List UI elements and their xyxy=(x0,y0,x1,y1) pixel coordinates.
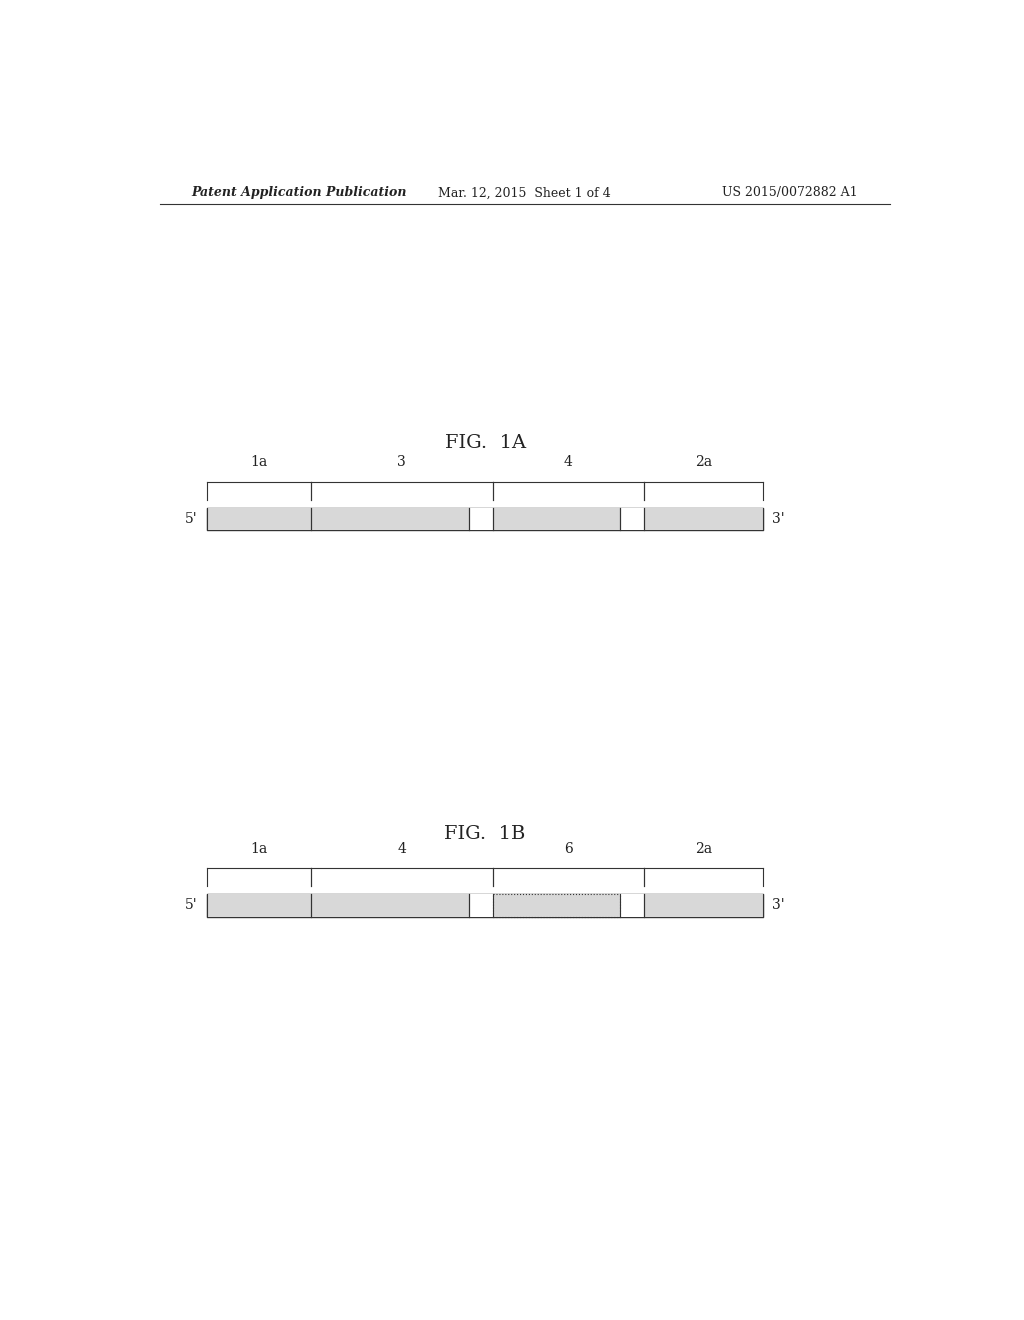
Text: 4: 4 xyxy=(397,842,407,855)
Bar xyxy=(310,894,469,916)
Bar xyxy=(494,508,621,531)
Text: US 2015/0072882 A1: US 2015/0072882 A1 xyxy=(723,186,858,199)
Text: 2a: 2a xyxy=(695,455,712,470)
Bar xyxy=(469,508,494,531)
Text: 2a: 2a xyxy=(695,842,712,855)
Bar xyxy=(644,508,763,531)
Text: FIG.  1B: FIG. 1B xyxy=(444,825,525,843)
Bar xyxy=(469,894,494,916)
Text: 3: 3 xyxy=(397,455,407,470)
Text: 3': 3' xyxy=(772,899,785,912)
Text: 6: 6 xyxy=(564,842,572,855)
Text: 3': 3' xyxy=(772,512,785,527)
Bar xyxy=(620,894,644,916)
Bar xyxy=(494,894,621,916)
Text: 5': 5' xyxy=(185,512,198,527)
Text: 1a: 1a xyxy=(250,455,267,470)
Text: 5': 5' xyxy=(185,899,198,912)
Bar xyxy=(620,508,644,531)
Text: FIG.  1A: FIG. 1A xyxy=(444,434,525,451)
Bar xyxy=(207,894,310,916)
Text: Patent Application Publication: Patent Application Publication xyxy=(191,186,407,199)
Bar xyxy=(207,508,763,531)
Text: 1a: 1a xyxy=(250,842,267,855)
Bar xyxy=(207,508,310,531)
Bar xyxy=(207,894,763,916)
Text: 4: 4 xyxy=(564,455,572,470)
Bar xyxy=(644,894,763,916)
Text: Mar. 12, 2015  Sheet 1 of 4: Mar. 12, 2015 Sheet 1 of 4 xyxy=(438,186,611,199)
Bar xyxy=(310,508,469,531)
